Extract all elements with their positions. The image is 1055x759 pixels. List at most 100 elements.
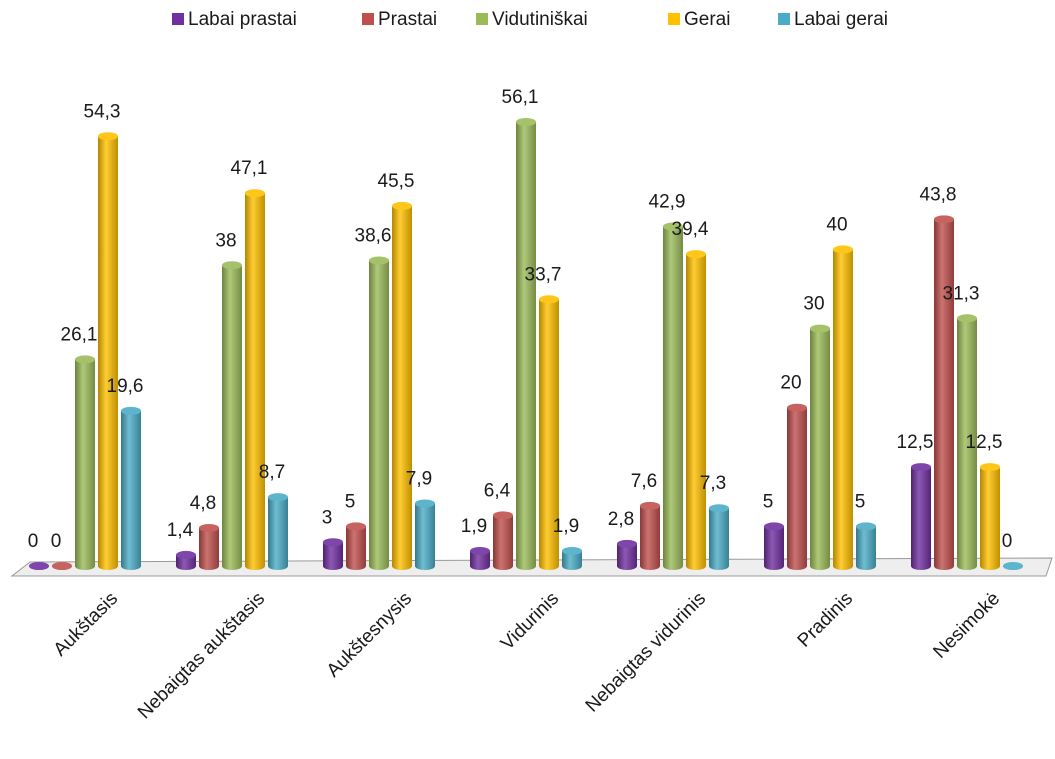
bar bbox=[323, 542, 343, 570]
value-label: 7,6 bbox=[631, 471, 657, 492]
x-tick-label: Nesimokė bbox=[929, 588, 1004, 663]
value-label: 7,3 bbox=[700, 473, 726, 494]
bar-top bbox=[686, 250, 706, 259]
value-label: 39,4 bbox=[672, 219, 709, 240]
bar-top bbox=[346, 522, 366, 531]
value-label: 38 bbox=[215, 230, 236, 251]
bar-top bbox=[539, 295, 559, 304]
bar bbox=[222, 265, 242, 570]
x-tick-label: Aukštasis bbox=[50, 588, 122, 660]
bar bbox=[245, 193, 265, 570]
value-label: 2,8 bbox=[608, 509, 634, 530]
bar-top bbox=[493, 511, 513, 520]
value-label: 19,6 bbox=[107, 376, 144, 397]
bar bbox=[562, 550, 582, 570]
bar-top bbox=[562, 546, 582, 555]
bar-top bbox=[29, 562, 49, 570]
value-label: 6,4 bbox=[484, 480, 511, 501]
value-label: 45,5 bbox=[378, 171, 415, 192]
value-label: 54,3 bbox=[84, 101, 121, 122]
value-label: 30 bbox=[803, 294, 824, 315]
bar bbox=[268, 497, 288, 570]
value-label: 38,6 bbox=[355, 226, 392, 247]
value-label: 20 bbox=[780, 373, 801, 394]
bar bbox=[121, 410, 141, 570]
legend-swatch bbox=[476, 13, 488, 25]
bar-top bbox=[810, 324, 830, 333]
bar-top bbox=[934, 215, 954, 224]
legend-swatch bbox=[668, 13, 680, 25]
bar bbox=[787, 407, 807, 570]
legend-label: Vidutiniškai bbox=[492, 9, 588, 30]
bar bbox=[833, 249, 853, 570]
bar-top bbox=[833, 245, 853, 254]
bar bbox=[516, 122, 536, 570]
value-label: 4,8 bbox=[190, 493, 216, 514]
bar bbox=[911, 467, 931, 570]
bar bbox=[346, 526, 366, 570]
x-tick-label: Nebaigtas aukštasis bbox=[134, 588, 269, 723]
x-tick-label: Pradinis bbox=[794, 588, 857, 651]
legend-swatch bbox=[778, 13, 790, 25]
bar-top bbox=[98, 132, 118, 141]
bar-top bbox=[764, 522, 784, 531]
bar-top bbox=[663, 222, 683, 231]
bar-top bbox=[52, 562, 72, 570]
bar-top bbox=[957, 314, 977, 323]
value-label: 26,1 bbox=[61, 324, 98, 345]
value-label: 56,1 bbox=[502, 87, 539, 108]
value-label: 12,5 bbox=[966, 432, 1003, 453]
bar-top bbox=[222, 261, 242, 270]
bar bbox=[199, 528, 219, 570]
bar bbox=[663, 226, 683, 570]
bar bbox=[493, 515, 513, 570]
bar-top bbox=[787, 403, 807, 412]
bar bbox=[764, 526, 784, 570]
bar bbox=[415, 503, 435, 570]
value-label: 0 bbox=[51, 531, 62, 552]
bar-top bbox=[911, 463, 931, 472]
value-label: 31,3 bbox=[943, 283, 980, 304]
bar bbox=[369, 260, 389, 570]
value-label: 47,1 bbox=[231, 158, 268, 179]
bar bbox=[470, 550, 490, 570]
bar bbox=[176, 554, 196, 570]
bar bbox=[957, 318, 977, 570]
bar-top bbox=[199, 524, 219, 533]
bar bbox=[539, 299, 559, 570]
value-label: 43,8 bbox=[920, 184, 957, 205]
legend-label: Labai prastai bbox=[188, 9, 297, 30]
value-label: 1,9 bbox=[461, 516, 487, 537]
bar-top bbox=[392, 201, 412, 210]
bar-top bbox=[245, 189, 265, 198]
bar bbox=[709, 508, 729, 570]
bar bbox=[392, 205, 412, 570]
value-label: 5 bbox=[763, 491, 774, 512]
value-label: 33,7 bbox=[525, 264, 562, 285]
bar-top bbox=[516, 118, 536, 126]
bar bbox=[640, 505, 660, 570]
bar-top bbox=[617, 539, 637, 548]
bar-top bbox=[1003, 562, 1023, 570]
value-label: 0 bbox=[28, 531, 39, 552]
value-label: 8,7 bbox=[259, 462, 285, 483]
bar-top bbox=[856, 522, 876, 531]
bar-top bbox=[415, 499, 435, 508]
bar-top bbox=[640, 501, 660, 510]
bar bbox=[686, 254, 706, 570]
value-label: 42,9 bbox=[649, 191, 686, 212]
value-label: 3 bbox=[322, 507, 333, 528]
x-tick-label: Aukštesnysis bbox=[323, 588, 416, 681]
bar-top bbox=[323, 538, 343, 547]
bar-top bbox=[75, 355, 95, 364]
bar-top bbox=[121, 406, 141, 415]
legend-label: Gerai bbox=[684, 9, 730, 30]
value-label: 7,9 bbox=[406, 468, 432, 489]
bar bbox=[75, 359, 95, 570]
bar-top bbox=[709, 504, 729, 513]
x-tick-label: Vidurinis bbox=[497, 588, 563, 654]
bar bbox=[856, 526, 876, 570]
x-tick-label: Nebaigtas vidurinis bbox=[582, 588, 710, 716]
value-label: 1,4 bbox=[167, 520, 194, 541]
